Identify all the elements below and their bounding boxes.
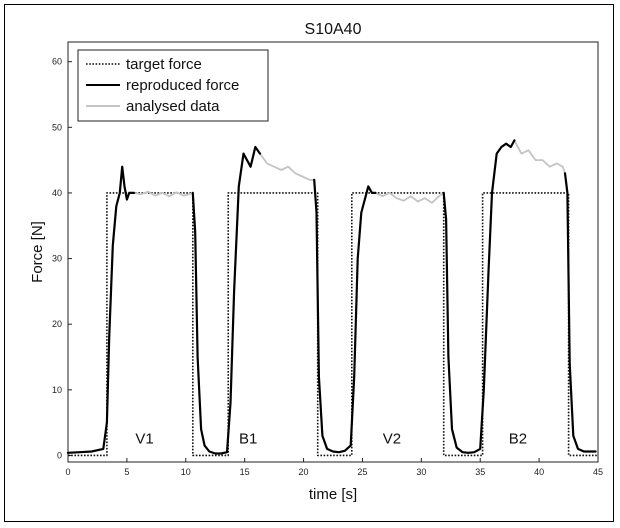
series-line-reproduced-force (442, 139, 516, 454)
series-line-analysed-data (133, 190, 194, 198)
series-line-analysed-data (374, 192, 445, 204)
y-tick-label: 0 (57, 450, 62, 460)
x-tick-label: 40 (534, 467, 544, 477)
y-tick-label: 40 (52, 188, 62, 198)
y-tick-label: 30 (52, 254, 62, 264)
series-line-reproduced-force (191, 145, 262, 455)
y-tick-label: 60 (52, 57, 62, 67)
plot-area (67, 41, 599, 463)
x-tick-label: 15 (240, 467, 250, 477)
annotation-layer: V1 B1 V2 B2 (135, 431, 527, 448)
y-axis: 0 10 20 30 40 50 60 (52, 57, 72, 460)
x-axis-title: time [s] (309, 486, 357, 503)
y-tick-label: 20 (52, 319, 62, 329)
series-line-reproduced-force (66, 165, 136, 454)
x-tick-label: 20 (299, 467, 309, 477)
x-tick-label: 30 (416, 467, 426, 477)
legend-entry: reproduced force (126, 77, 239, 94)
x-tick-label: 10 (181, 467, 191, 477)
phase-label: B1 (239, 431, 257, 448)
series-line-target-force (68, 192, 598, 457)
series-analysed-data (133, 139, 566, 204)
phase-label: V2 (383, 431, 401, 448)
phase-label: V1 (135, 431, 153, 448)
series-line-reproduced-force (313, 178, 377, 454)
legend-entry: analysed data (126, 98, 220, 115)
y-tick-label: 50 (52, 122, 62, 132)
phase-label: B2 (509, 431, 527, 448)
series-line-reproduced-force (563, 172, 597, 453)
x-tick-label: 45 (593, 467, 603, 477)
y-tick-label: 10 (52, 385, 62, 395)
y-axis-title: Force [N] (29, 221, 46, 283)
x-tick-label: 5 (124, 467, 129, 477)
x-axis: 0 5 10 15 20 25 30 35 40 45 (65, 458, 603, 477)
x-tick-label: 0 (65, 467, 70, 477)
series-line-analysed-data (259, 152, 316, 181)
chart-title: S10A40 (305, 21, 362, 38)
series-target-force (68, 192, 598, 457)
series-reproduced-force (66, 139, 597, 455)
legend-entry: target force (126, 56, 202, 73)
x-tick-label: 35 (475, 467, 485, 477)
series-line-analysed-data (513, 139, 566, 175)
series-layer (66, 139, 598, 457)
legend: target force reproduced force analysed dat… (77, 49, 269, 122)
x-tick-label: 25 (357, 467, 367, 477)
